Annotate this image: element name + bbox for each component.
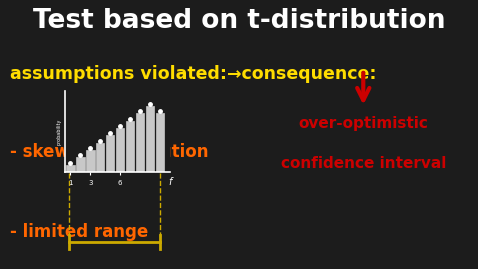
Bar	[106, 136, 114, 172]
Bar	[126, 121, 134, 172]
Bar	[96, 143, 105, 172]
Text: assumptions violated:→consequence:: assumptions violated:→consequence:	[10, 65, 376, 83]
Bar	[76, 157, 85, 172]
Text: over-optimistic: over-optimistic	[298, 116, 428, 131]
Bar	[146, 106, 154, 172]
Bar	[116, 128, 124, 172]
Bar	[86, 150, 95, 172]
Text: - skewed distribution: - skewed distribution	[10, 143, 208, 161]
Bar	[155, 114, 164, 172]
Bar	[136, 114, 144, 172]
Text: f: f	[169, 177, 172, 187]
Text: Test based on t-distribution: Test based on t-distribution	[33, 8, 445, 34]
Text: - limited range: - limited range	[10, 223, 148, 241]
Y-axis label: probability: probability	[57, 119, 62, 145]
Text: confidence interval: confidence interval	[281, 156, 446, 171]
Bar	[66, 165, 75, 172]
